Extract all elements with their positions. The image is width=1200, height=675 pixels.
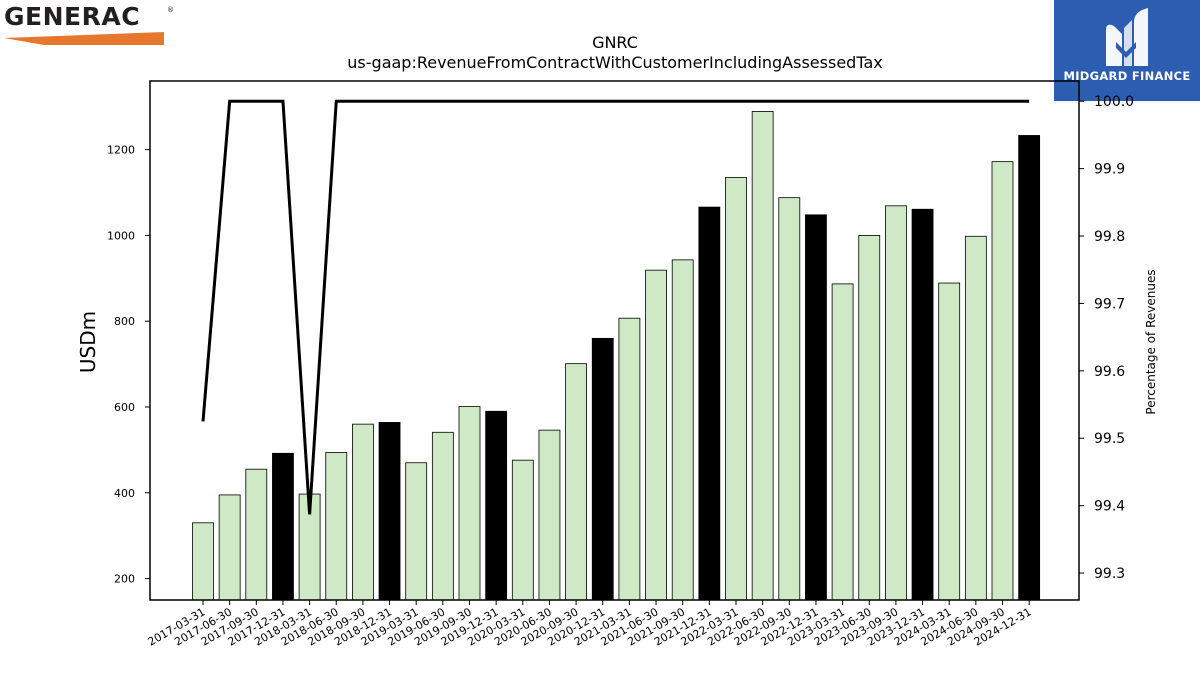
midgard-m-icon — [1106, 8, 1148, 67]
bar — [378, 422, 401, 601]
bar — [485, 410, 508, 601]
bar — [858, 235, 881, 601]
bar — [538, 429, 561, 601]
midgard-finance-text: MIDGARD FINANCE — [1063, 69, 1191, 83]
bar — [591, 337, 614, 601]
bar — [458, 406, 481, 601]
bar — [565, 363, 587, 601]
y-tick-label: 200 — [114, 573, 135, 586]
percentage-line — [201, 99, 1030, 515]
y2-tick-label: 100.0 — [1094, 94, 1134, 110]
y-tick-label: 800 — [114, 315, 135, 328]
bar — [698, 206, 721, 601]
bar — [272, 452, 294, 601]
bar — [885, 205, 907, 601]
y-tick-label: 600 — [114, 401, 135, 414]
bar — [725, 177, 747, 601]
bar — [778, 197, 801, 601]
chart-subtitle: us-gaap:RevenueFromContractWithCustomerI… — [347, 53, 883, 72]
y2-tick-label: 99.8 — [1094, 229, 1125, 245]
y-tick-label: 400 — [114, 487, 135, 500]
plot-frame — [149, 80, 1080, 601]
y2-tick-label: 99.4 — [1094, 499, 1125, 515]
bar — [751, 111, 774, 601]
bar — [511, 459, 534, 601]
bar — [431, 431, 454, 601]
bar — [831, 283, 854, 601]
y-tick-label: 1200 — [107, 144, 135, 157]
y2-tick-label: 99.7 — [1094, 296, 1125, 312]
y2-tick-label: 99.3 — [1094, 566, 1125, 582]
y2-tick-label: 99.6 — [1094, 364, 1125, 380]
bar — [405, 462, 428, 601]
bar — [351, 423, 374, 601]
y-tick-label: 1000 — [107, 229, 135, 242]
y2-tick-label: 99.5 — [1094, 431, 1125, 447]
y2-tick-label: 99.9 — [1094, 162, 1125, 178]
y-axis-label: USDm — [76, 310, 100, 374]
bar — [645, 269, 667, 601]
bar — [1018, 135, 1041, 601]
bar — [938, 282, 961, 601]
bar — [618, 317, 641, 601]
bar — [991, 161, 1014, 601]
chart-title: GNRC — [592, 33, 638, 52]
generac-swoosh-icon — [4, 32, 164, 45]
bar — [964, 235, 987, 601]
bar — [911, 208, 934, 601]
bar — [245, 468, 268, 601]
bar — [192, 522, 214, 601]
bar — [805, 214, 827, 601]
generac-logo-text: GENERAC — [4, 2, 141, 31]
registered-mark: ® — [167, 6, 174, 14]
generac-logo: GENERAC ® — [4, 2, 174, 45]
bar — [218, 494, 241, 601]
y2-axis-label: Percentage of Revenues — [1144, 269, 1158, 415]
bar — [325, 452, 348, 601]
bar — [671, 259, 694, 601]
